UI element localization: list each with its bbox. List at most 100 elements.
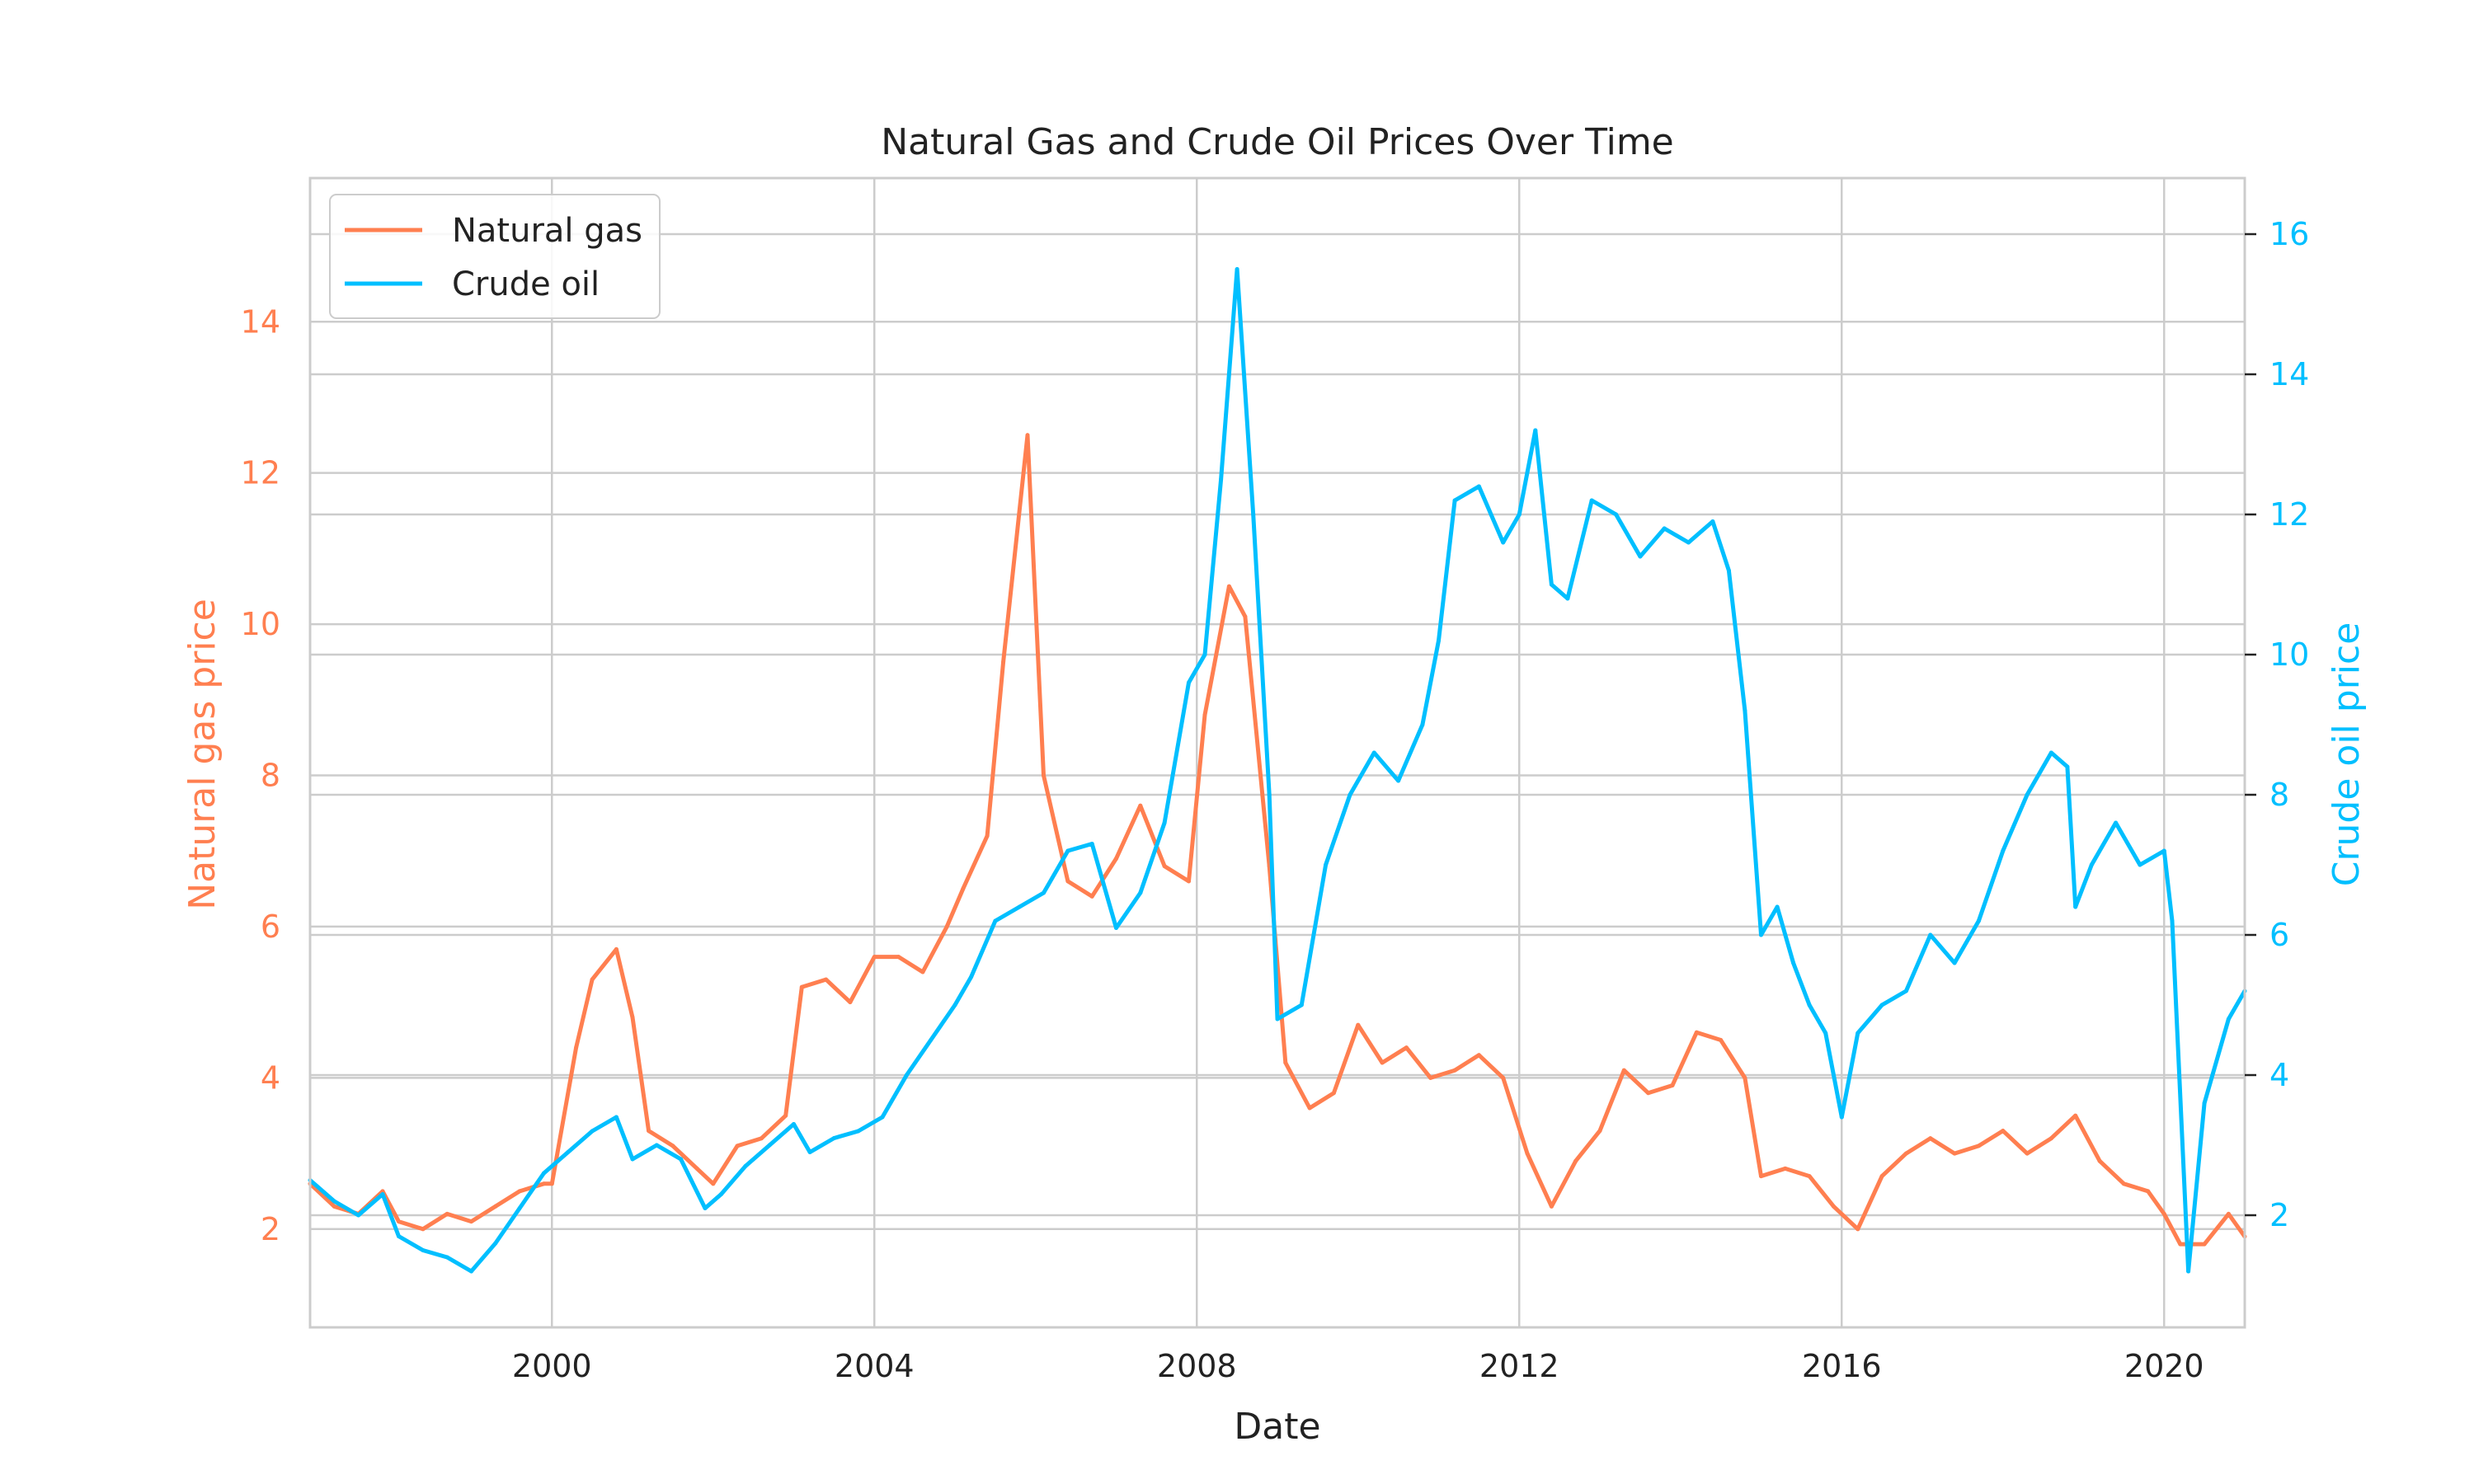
natural-gas-point	[1042, 773, 1046, 777]
natural-gas-point	[444, 1211, 449, 1216]
crude-oil-point	[1476, 484, 1481, 489]
y-right-tick-label: 2	[2269, 1197, 2289, 1233]
crude-oil-point	[1856, 1031, 1860, 1036]
crude-oil-point	[2025, 792, 2030, 797]
natural-gas-point	[1226, 584, 1231, 589]
crude-oil-point	[332, 1199, 336, 1204]
y-right-tick-label: 10	[2269, 636, 2309, 673]
natural-gas-point	[711, 1181, 716, 1186]
crude-oil-point	[2138, 862, 2142, 867]
natural-gas-point	[1879, 1174, 1884, 1179]
crude-oil-point	[614, 1115, 618, 1120]
crude-oil-point	[1017, 904, 1022, 909]
crude-oil-point	[590, 1129, 595, 1134]
natural-gas-point	[1719, 1038, 1724, 1042]
crude-oil-point	[517, 1206, 522, 1210]
natural-gas-point	[542, 1181, 546, 1186]
crude-oil-point	[1743, 708, 1747, 713]
natural-gas-point	[2146, 1189, 2151, 1194]
natural-gas-point	[1114, 856, 1118, 861]
crude-oil-point	[1839, 1115, 1844, 1120]
y-axis-right-label: Crude oil price	[2326, 622, 2368, 887]
y-left-tick-label: 8	[261, 758, 280, 794]
natural-gas-point	[614, 946, 618, 951]
crude-oil-point	[767, 1143, 772, 1148]
crude-oil-point	[1042, 890, 1046, 895]
crude-oil-point	[1202, 652, 1207, 657]
y-left-tick-label: 2	[261, 1211, 280, 1247]
natural-gas-point	[1573, 1158, 1578, 1163]
legend-label-natural-gas: Natural gas	[452, 212, 642, 250]
natural-gas-point	[2001, 1129, 2006, 1134]
natural-gas-point	[1807, 1174, 1812, 1179]
crude-oil-point	[1549, 582, 1554, 587]
natural-gas-point	[517, 1189, 522, 1194]
crude-oil-point	[444, 1255, 449, 1260]
natural-gas-point	[2121, 1181, 2126, 1186]
natural-gas-point	[1452, 1068, 1457, 1073]
natural-gas-point	[735, 1144, 740, 1148]
natural-gas-point	[961, 886, 966, 891]
crude-oil-point	[1759, 932, 1763, 937]
natural-gas-point	[1743, 1075, 1747, 1080]
natural-gas-point	[1187, 879, 1191, 884]
ticks: 2000 2004 2008 2012 2016 2020 2 4 6 8 10 12 14 2 4 6 8 10…	[241, 216, 2310, 1384]
natural-gas-point	[1202, 712, 1207, 717]
crude-oil-point	[2089, 862, 2094, 867]
crude-oil-point	[1162, 820, 1167, 825]
natural-gas-point	[1952, 1151, 1957, 1156]
crude-oil-point	[630, 1157, 635, 1162]
y-axis-left-label: Natural gas price	[181, 599, 223, 910]
crude-oil-point	[1726, 568, 1731, 573]
crude-oil-point	[1348, 792, 1352, 797]
crude-oil-point	[1614, 512, 1619, 517]
y-left-tick-label: 10	[241, 606, 280, 642]
natural-gas-point	[1903, 1151, 1908, 1156]
natural-gas-point	[824, 977, 829, 982]
crude-oil-point	[1371, 750, 1376, 755]
natural-gas-point	[1856, 1227, 1860, 1232]
x-tick-label: 2000	[512, 1348, 592, 1384]
natural-gas-point	[759, 1136, 764, 1141]
crude-oil-point	[831, 1136, 836, 1140]
natural-gas-point	[1001, 660, 1006, 665]
natural-gas-point	[380, 1189, 385, 1194]
crude-oil-point	[880, 1115, 885, 1120]
crude-oil-point	[1114, 926, 1118, 930]
crude-oil-point	[2170, 918, 2175, 923]
crude-oil-point	[1662, 526, 1667, 531]
plot-border	[308, 176, 2246, 1329]
x-tick-label: 2004	[835, 1348, 915, 1384]
natural-gas-point	[783, 1113, 788, 1118]
crude-oil-point	[1219, 477, 1224, 481]
natural-gas-point	[920, 970, 925, 974]
natural-gas-point	[1243, 614, 1248, 619]
crude-oil-point	[743, 1164, 748, 1168]
natural-gas-point	[2073, 1113, 2078, 1118]
natural-gas-point	[469, 1219, 473, 1224]
crude-oil-point	[2065, 764, 2070, 769]
crude-oil-point	[1710, 519, 1715, 524]
natural-gas-point	[332, 1204, 336, 1209]
crude-oil-point	[719, 1192, 723, 1196]
crude-oil-point	[1324, 862, 1329, 867]
natural-gas-point	[2025, 1151, 2030, 1156]
crude-oil-point	[1638, 554, 1643, 559]
series-natural-gas	[308, 433, 2247, 1247]
natural-gas-point	[493, 1204, 498, 1209]
crude-oil-point	[2186, 1269, 2191, 1274]
crude-oil-point	[2226, 1017, 2231, 1021]
natural-gas-point	[1380, 1060, 1385, 1065]
natural-gas-point	[1025, 433, 1030, 438]
natural-gas-point	[2226, 1211, 2231, 1216]
natural-gas-point	[1525, 1151, 1530, 1156]
natural-gas-point	[549, 1181, 554, 1186]
natural-gas-point	[2202, 1242, 2207, 1247]
crude-oil-point	[1686, 540, 1691, 545]
crude-oil-point	[679, 1157, 684, 1162]
crude-oil-point	[1065, 848, 1070, 853]
natural-gas-point	[1162, 864, 1167, 869]
crude-oil-point	[1952, 960, 1957, 965]
y-right-tick-label: 6	[2269, 917, 2289, 953]
crude-oil-point	[1903, 989, 1908, 993]
